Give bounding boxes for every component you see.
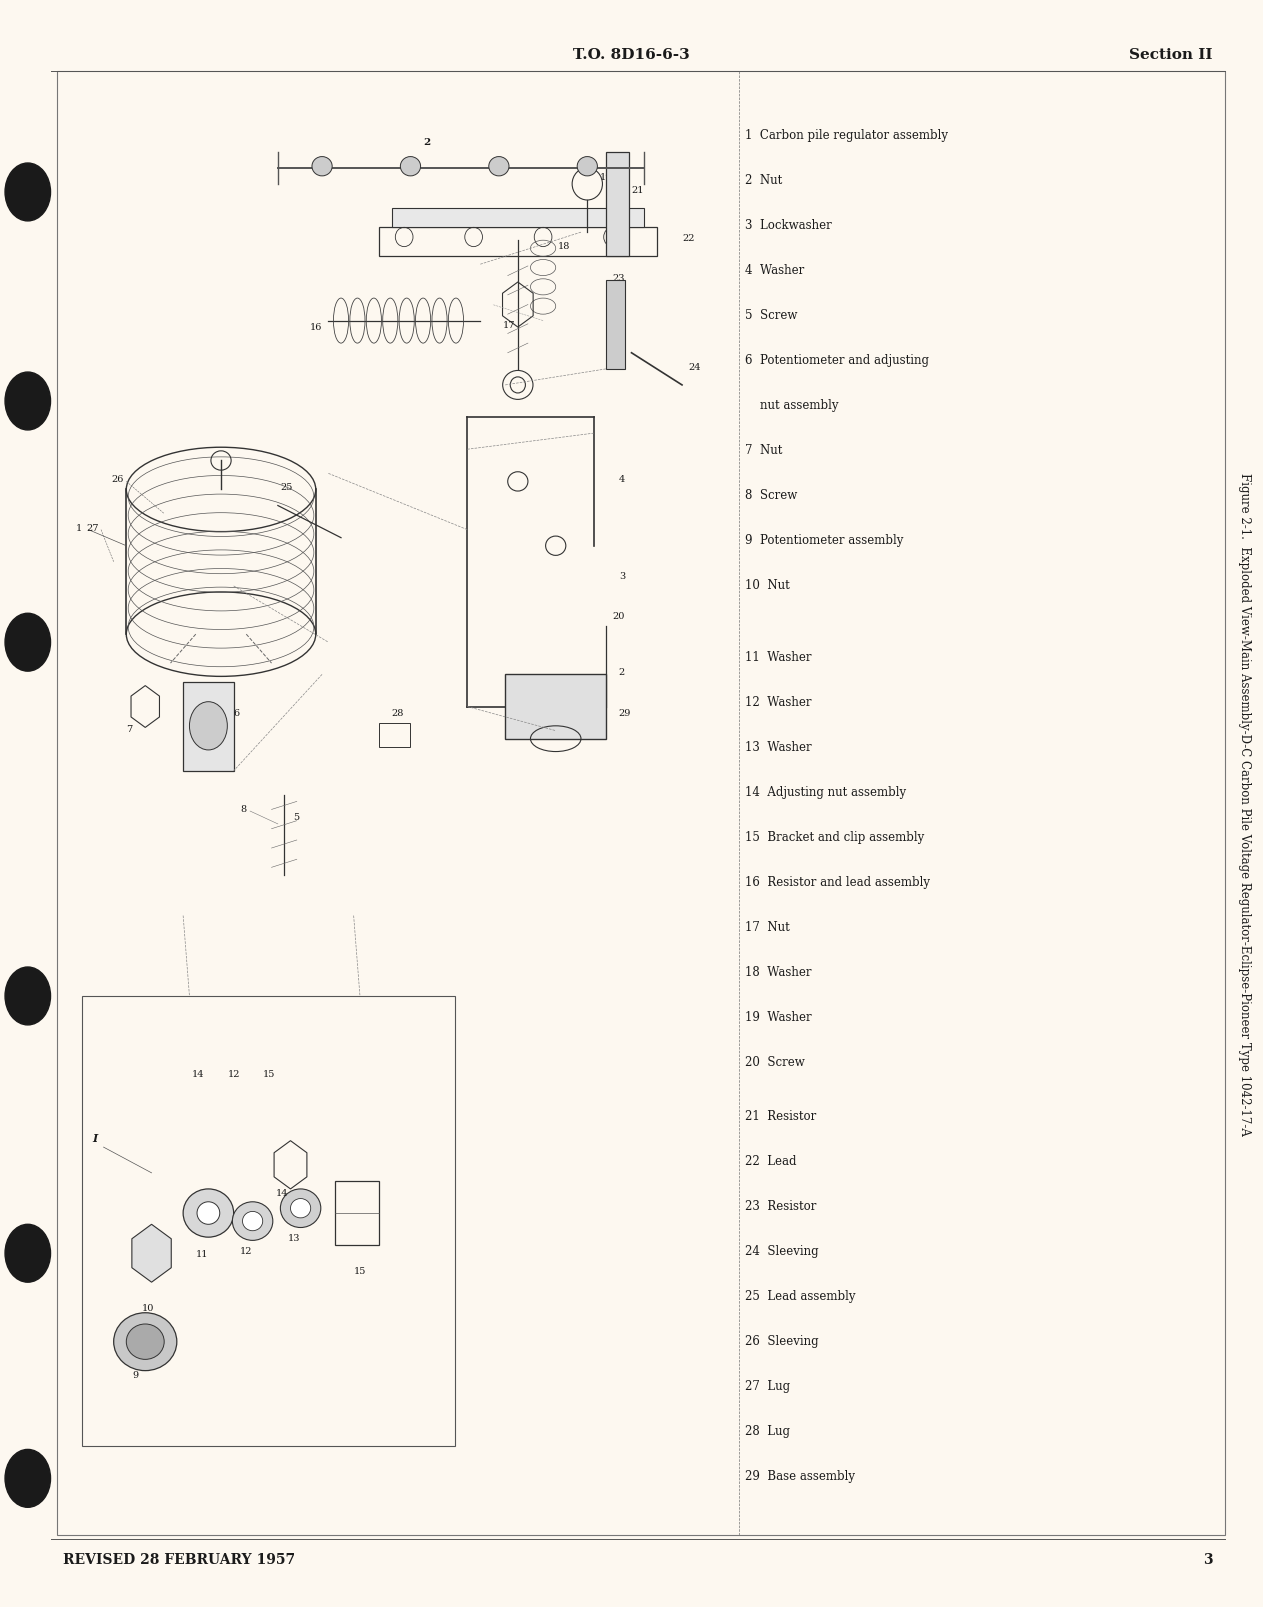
Circle shape	[5, 1450, 51, 1507]
Text: 19  Washer: 19 Washer	[745, 1011, 812, 1024]
Text: 10  Nut: 10 Nut	[745, 579, 789, 591]
Text: 23  Resistor: 23 Resistor	[745, 1199, 817, 1212]
Text: 2: 2	[423, 138, 431, 146]
Ellipse shape	[242, 1212, 263, 1231]
Text: 6  Potentiometer and adjusting: 6 Potentiometer and adjusting	[745, 354, 930, 366]
Ellipse shape	[232, 1202, 273, 1241]
Text: 7: 7	[126, 725, 133, 733]
Text: 26: 26	[111, 476, 124, 484]
Ellipse shape	[126, 1324, 164, 1360]
Text: 24: 24	[688, 363, 701, 371]
Text: 8: 8	[240, 805, 246, 813]
Text: 18: 18	[558, 243, 571, 251]
Text: 7  Nut: 7 Nut	[745, 444, 783, 456]
Text: 15  Bracket and clip assembly: 15 Bracket and clip assembly	[745, 831, 925, 844]
Text: 18  Washer: 18 Washer	[745, 966, 812, 979]
Text: 16  Resistor and lead assembly: 16 Resistor and lead assembly	[745, 876, 930, 889]
Text: 24  Sleeving: 24 Sleeving	[745, 1244, 818, 1257]
Text: Section II: Section II	[1129, 48, 1212, 61]
Text: 23: 23	[613, 275, 625, 283]
Text: 1: 1	[76, 524, 82, 532]
Text: 14  Adjusting nut assembly: 14 Adjusting nut assembly	[745, 786, 907, 799]
Text: 2: 2	[619, 669, 625, 677]
Text: 28  Lug: 28 Lug	[745, 1424, 791, 1437]
Circle shape	[5, 164, 51, 222]
Text: 1  Carbon pile regulator assembly: 1 Carbon pile regulator assembly	[745, 129, 949, 141]
Text: 3  Lockwasher: 3 Lockwasher	[745, 219, 832, 231]
Text: 25: 25	[280, 484, 293, 492]
Bar	[335, 1181, 379, 1245]
Ellipse shape	[489, 157, 509, 177]
Ellipse shape	[114, 1313, 177, 1371]
Text: nut assembly: nut assembly	[745, 399, 839, 411]
Text: 16: 16	[309, 323, 322, 331]
Text: 11: 11	[196, 1250, 208, 1258]
Text: 5  Screw: 5 Screw	[745, 309, 797, 321]
Text: 17  Nut: 17 Nut	[745, 921, 789, 934]
Text: 22: 22	[682, 235, 695, 243]
Ellipse shape	[189, 702, 227, 750]
Text: I: I	[92, 1131, 97, 1143]
Circle shape	[5, 1225, 51, 1282]
Text: 12: 12	[227, 1070, 240, 1078]
Text: 21: 21	[632, 186, 644, 194]
Text: 2  Nut: 2 Nut	[745, 174, 782, 186]
Text: 14: 14	[275, 1189, 288, 1197]
Text: 29  Base assembly: 29 Base assembly	[745, 1469, 855, 1482]
Text: 4: 4	[619, 476, 625, 484]
Text: 8  Screw: 8 Screw	[745, 489, 797, 501]
Ellipse shape	[183, 1189, 234, 1237]
Bar	[505, 675, 606, 739]
Text: 17: 17	[503, 321, 515, 329]
Text: 25  Lead assembly: 25 Lead assembly	[745, 1289, 855, 1302]
Text: 27: 27	[86, 524, 99, 532]
Ellipse shape	[290, 1199, 311, 1218]
Text: 9  Potentiometer assembly: 9 Potentiometer assembly	[745, 534, 903, 546]
Ellipse shape	[312, 157, 332, 177]
Text: 11  Washer: 11 Washer	[745, 651, 812, 664]
Text: 6: 6	[234, 709, 240, 717]
Text: 20  Screw: 20 Screw	[745, 1056, 805, 1069]
Text: 28: 28	[392, 709, 404, 717]
Text: 21  Resistor: 21 Resistor	[745, 1109, 816, 1122]
Text: 27  Lug: 27 Lug	[745, 1379, 791, 1392]
Text: 26  Sleeving: 26 Sleeving	[745, 1334, 818, 1347]
Text: 5: 5	[293, 813, 299, 821]
Text: 3: 3	[619, 572, 625, 580]
Bar	[183, 683, 234, 771]
Text: 12  Washer: 12 Washer	[745, 696, 812, 709]
Circle shape	[5, 373, 51, 431]
Text: 22  Lead: 22 Lead	[745, 1154, 797, 1167]
Bar	[379, 228, 657, 257]
Bar	[606, 153, 629, 257]
Text: 19: 19	[600, 174, 613, 182]
Text: 4  Washer: 4 Washer	[745, 264, 805, 276]
Circle shape	[5, 967, 51, 1025]
Text: 12: 12	[240, 1247, 253, 1255]
Circle shape	[5, 614, 51, 672]
Text: Figure 2-1.  Exploded View-Main Assembly-D-C Carbon Pile Voltage Regulator-Eclip: Figure 2-1. Exploded View-Main Assembly-…	[1238, 472, 1250, 1135]
Text: 13  Washer: 13 Washer	[745, 741, 812, 754]
Text: 3: 3	[1202, 1552, 1212, 1565]
Ellipse shape	[197, 1202, 220, 1225]
Ellipse shape	[280, 1189, 321, 1228]
Bar	[82, 996, 455, 1446]
Text: 20: 20	[613, 612, 625, 620]
Text: T.O. 8D16-6-3: T.O. 8D16-6-3	[573, 48, 690, 61]
Text: 9: 9	[133, 1371, 139, 1379]
Bar	[392, 209, 644, 228]
Bar	[606, 281, 625, 370]
Text: 15: 15	[354, 1266, 366, 1274]
Text: 14: 14	[192, 1070, 205, 1078]
Text: 13: 13	[288, 1234, 301, 1242]
Bar	[379, 723, 410, 747]
Text: 10: 10	[141, 1303, 154, 1311]
Text: 15: 15	[263, 1070, 275, 1078]
Text: REVISED 28 FEBRUARY 1957: REVISED 28 FEBRUARY 1957	[63, 1552, 296, 1565]
Text: 29: 29	[619, 709, 632, 717]
Ellipse shape	[577, 157, 597, 177]
Ellipse shape	[400, 157, 421, 177]
